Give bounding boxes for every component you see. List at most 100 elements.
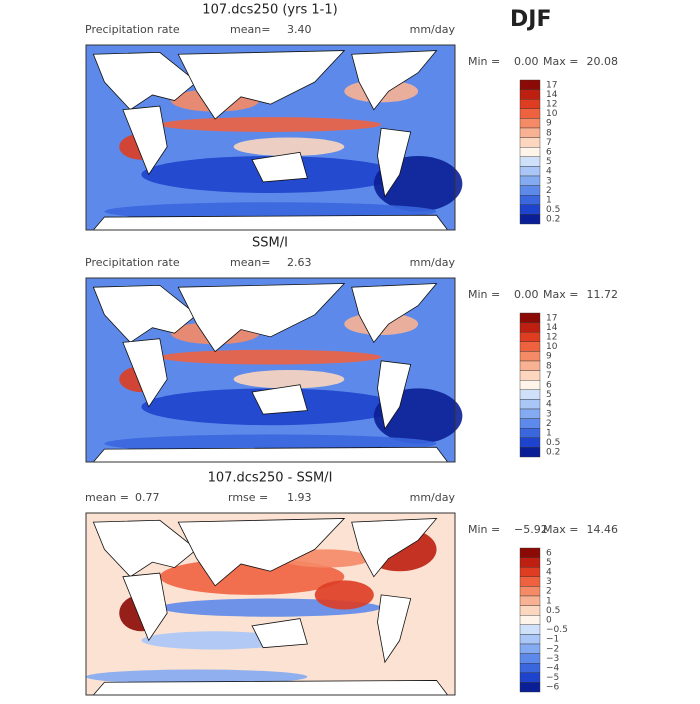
colorbar-swatch bbox=[519, 682, 541, 693]
units: mm/day bbox=[410, 256, 456, 269]
stat-label: mean = bbox=[85, 491, 129, 504]
colorbar-label: 4 bbox=[546, 400, 552, 410]
landmass bbox=[92, 446, 449, 463]
colorbar-swatch bbox=[519, 653, 541, 664]
map-field bbox=[86, 669, 308, 685]
landmass bbox=[92, 680, 449, 696]
colorbar-label: 3 bbox=[546, 176, 552, 186]
max-label: Max = bbox=[543, 288, 578, 301]
colorbar-swatch bbox=[519, 194, 541, 205]
stat-label: mean= bbox=[230, 256, 270, 269]
landmass bbox=[251, 151, 308, 183]
stat-value: 3.40 bbox=[287, 23, 312, 36]
colorbar-label: 14 bbox=[546, 323, 558, 333]
colorbar-label: 0.5 bbox=[546, 205, 560, 215]
colorbar-label: 17 bbox=[546, 313, 557, 323]
max-value: 14.46 bbox=[587, 523, 619, 536]
landmass bbox=[177, 50, 346, 120]
colorbar-label: 7 bbox=[546, 138, 552, 148]
colorbar-swatch bbox=[519, 370, 541, 381]
colorbar-swatch bbox=[519, 118, 541, 129]
colorbar-swatch bbox=[519, 624, 541, 635]
colorbar-label: 4 bbox=[546, 167, 552, 177]
colorbar-swatch bbox=[519, 322, 541, 333]
colorbar-swatch bbox=[519, 595, 541, 606]
landmass bbox=[251, 384, 308, 415]
colorbar-label: 10 bbox=[546, 342, 558, 352]
colorbar-swatch bbox=[519, 567, 541, 578]
max-label: Max = bbox=[543, 523, 578, 536]
map bbox=[85, 512, 456, 696]
landmass bbox=[351, 518, 438, 578]
colorbar-swatch bbox=[519, 586, 541, 597]
colorbar-label: 6 bbox=[546, 148, 552, 158]
colorbar-swatch bbox=[519, 557, 541, 568]
panel-title: 107.dcs250 (yrs 1-1) bbox=[202, 3, 337, 18]
landmass bbox=[377, 360, 412, 430]
colorbar-swatch bbox=[519, 351, 541, 362]
landmass bbox=[377, 594, 412, 664]
colorbar-label: 8 bbox=[546, 361, 552, 371]
landmass bbox=[377, 127, 412, 198]
colorbar-label: 0.5 bbox=[546, 438, 560, 448]
colorbar-swatch bbox=[519, 332, 541, 343]
colorbar-swatch bbox=[519, 672, 541, 683]
colorbar-swatch bbox=[519, 127, 541, 138]
min-label: Min = bbox=[468, 55, 500, 68]
map-field bbox=[159, 349, 382, 365]
max-label: Max = bbox=[543, 55, 578, 68]
field-label: Precipitation rate bbox=[85, 256, 180, 269]
landmass bbox=[92, 519, 198, 578]
min-value: 0.00 bbox=[514, 55, 539, 68]
colorbar-swatch bbox=[519, 643, 541, 654]
stat-label: mean= bbox=[230, 23, 270, 36]
colorbar-label: 3 bbox=[546, 577, 552, 587]
min-label: Min = bbox=[468, 523, 500, 536]
colorbar-label: 2 bbox=[546, 587, 552, 597]
colorbar-label: 7 bbox=[546, 371, 552, 381]
max-value: 11.72 bbox=[587, 288, 619, 301]
colorbar-label: −5 bbox=[546, 673, 559, 683]
colorbar-label: 6 bbox=[546, 548, 552, 558]
stat-label: rmse = bbox=[228, 491, 268, 504]
map-field bbox=[233, 370, 345, 389]
map-frame bbox=[85, 277, 456, 463]
colorbar-swatch bbox=[519, 156, 541, 167]
colorbar-swatch bbox=[519, 175, 541, 186]
colorbar-swatch bbox=[519, 399, 541, 410]
colorbar-label: 12 bbox=[546, 100, 557, 110]
colorbar-label: 2 bbox=[546, 419, 552, 429]
colorbar-label: 14 bbox=[546, 90, 558, 100]
map-field bbox=[314, 580, 374, 610]
panel-title: 107.dcs250 - SSM/I bbox=[208, 471, 333, 486]
field-label: Precipitation rate bbox=[85, 23, 180, 36]
colorbar-label: 9 bbox=[546, 352, 552, 362]
colorbar-swatch bbox=[519, 576, 541, 587]
colorbar-swatch bbox=[519, 89, 541, 100]
colorbar-swatch bbox=[519, 312, 541, 323]
landmass bbox=[177, 283, 346, 353]
colorbar-label: 0.2 bbox=[546, 448, 560, 458]
colorbar-label: 9 bbox=[546, 119, 552, 129]
colorbar-swatch bbox=[519, 408, 541, 419]
colorbar-label: −4 bbox=[546, 664, 560, 674]
colorbar-label: 1 bbox=[546, 596, 552, 606]
map-field bbox=[233, 137, 345, 156]
colorbar-label: −0.5 bbox=[546, 625, 568, 635]
landmass bbox=[92, 51, 198, 111]
colorbar-label: −3 bbox=[546, 654, 559, 664]
map-frame bbox=[85, 44, 456, 231]
landmass bbox=[177, 518, 346, 587]
landmass bbox=[92, 214, 449, 231]
colorbar-swatch bbox=[519, 547, 541, 558]
units: mm/day bbox=[410, 491, 456, 504]
panel-title: SSM/I bbox=[252, 236, 288, 251]
colorbar-swatch bbox=[519, 98, 541, 109]
colorbar-label: 8 bbox=[546, 128, 552, 138]
colorbar-swatch bbox=[519, 418, 541, 429]
colorbar-label: −6 bbox=[546, 683, 560, 693]
colorbar-swatch bbox=[519, 341, 541, 352]
colorbar-label: 0.5 bbox=[546, 606, 560, 616]
landmass bbox=[122, 572, 168, 642]
